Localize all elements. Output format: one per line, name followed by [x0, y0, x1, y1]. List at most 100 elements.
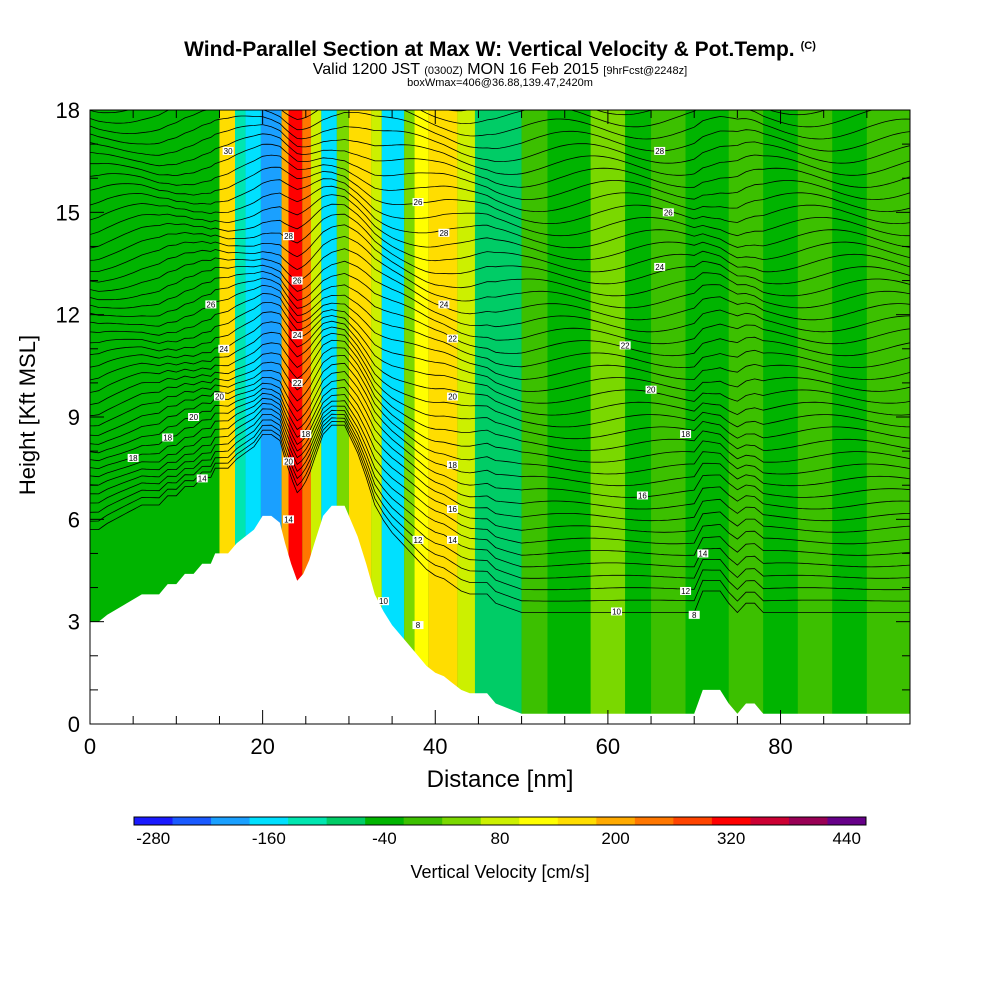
- velocity-band: [381, 110, 405, 724]
- velocity-band: [763, 110, 798, 724]
- forecast-info: [9hrFcst@2248z]: [603, 65, 688, 77]
- velocity-band: [797, 110, 833, 724]
- x-axis: 0 20 40 60 80: [84, 110, 868, 759]
- contour-label-bg: [377, 597, 389, 606]
- y-tick-label: 3: [68, 610, 80, 635]
- contour-label-bg: [688, 610, 700, 619]
- y-axis: 0 3 6 9 12 15 18: [56, 98, 910, 737]
- theta-contour-line: [90, 133, 910, 188]
- velocity-band: [521, 110, 548, 724]
- y-tick-label: 12: [56, 303, 80, 328]
- theta-contour-line: [90, 371, 910, 498]
- velocity-band: [474, 110, 522, 724]
- contour-label-bg: [645, 385, 657, 394]
- contour-label-bg: [196, 474, 208, 483]
- theta-contour-line: [90, 332, 910, 440]
- contour-label: 26: [293, 277, 302, 286]
- contour-label-bg: [680, 430, 692, 439]
- contour-label: 28: [655, 147, 664, 156]
- theta-contour-line: [90, 178, 910, 237]
- colorbar-tick-label: 320: [717, 829, 745, 848]
- theta-contour-line: [90, 110, 874, 128]
- contour-label: 10: [612, 607, 621, 616]
- theta-contour-line: [90, 235, 910, 309]
- theta-contour-line: [90, 302, 910, 392]
- contour-label-bg: [127, 453, 139, 462]
- theta-contour-line: [90, 284, 910, 369]
- theta-contour-line: [445, 110, 827, 116]
- colorbar-swatch: [211, 817, 251, 825]
- contour-label: 26: [206, 300, 215, 309]
- contour-label-bg: [162, 433, 174, 442]
- theta-contour-line: [90, 386, 910, 522]
- theta-contour-line: [90, 270, 910, 345]
- contour-label: 20: [284, 457, 293, 466]
- x-tick-label: 20: [250, 734, 274, 759]
- theta-contour-line: [90, 56, 910, 103]
- title-text: Wind-Parallel Section at Max W: Vertical…: [184, 38, 795, 61]
- colorbar-swatch: [365, 817, 405, 825]
- x-tick-label: 60: [596, 734, 620, 759]
- colorbar-tick-label: -40: [372, 829, 397, 848]
- colorbar-swatch: [249, 817, 289, 825]
- contour-label-bg: [412, 198, 424, 207]
- contour-label-bg: [619, 341, 631, 350]
- colorbar-swatch: [673, 817, 713, 825]
- contour-label-bg: [222, 146, 234, 155]
- colorbar-swatch: [326, 817, 366, 825]
- terrain: [90, 505, 910, 724]
- contour-label-bg: [283, 457, 295, 466]
- contour-label-bg: [636, 491, 648, 500]
- theta-contour-line: [90, 413, 910, 579]
- x-tick-label: 0: [84, 734, 96, 759]
- box-info: boxWmax=406@36.88,139.47,2420m: [407, 77, 593, 89]
- velocity-band: [414, 110, 429, 724]
- velocity-band: [371, 110, 382, 724]
- contour-label-bg: [213, 392, 225, 401]
- theta-contour-line: [90, 224, 910, 297]
- theta-contour-line: [90, 124, 910, 176]
- contour-label: 14: [698, 549, 707, 558]
- colorbar-swatch: [788, 817, 828, 825]
- velocity-band: [625, 110, 652, 724]
- contour-label-bg: [447, 392, 459, 401]
- theta-contour-line: [90, 409, 910, 568]
- theta-contour-line: [90, 405, 910, 556]
- colorbar-swatch: [827, 817, 867, 825]
- contour-label: 12: [681, 587, 690, 596]
- copyright-mark: (C): [800, 40, 816, 52]
- contour-label: 28: [284, 232, 293, 241]
- contour-label: 24: [219, 345, 228, 354]
- colorbar-frame: [133, 816, 867, 826]
- theta-contour-line: [90, 379, 910, 510]
- contour-label-bg: [300, 430, 312, 439]
- contour-label: 28: [439, 229, 448, 238]
- theta-contour-line: [90, 326, 910, 428]
- colorbar-swatch: [442, 817, 482, 825]
- velocity-band: [728, 110, 764, 724]
- contour-label-bg: [654, 262, 666, 271]
- contour-label: 24: [439, 300, 448, 309]
- contour-label-bg: [291, 276, 303, 285]
- velocity-band: [590, 110, 626, 724]
- colorbar: -280 -160 -40 80 200 320 440: [133, 816, 867, 848]
- theta-contour-line: [90, 166, 910, 225]
- x-tick-label: 80: [768, 734, 792, 759]
- contour-label: 14: [284, 515, 293, 524]
- theta-contour-line: [90, 421, 910, 602]
- contour-label: 12: [414, 536, 423, 545]
- colorbar-swatch: [480, 817, 520, 825]
- colorbar-swatch: [596, 817, 636, 825]
- contour-label-bg: [283, 232, 295, 241]
- theta-contour-line: [90, 110, 910, 140]
- theta-contour-line: [90, 203, 910, 273]
- contour-label: 14: [448, 536, 457, 545]
- contour-label-bg: [654, 146, 666, 155]
- contour-label: 8: [416, 621, 421, 630]
- contour-label: 16: [448, 505, 457, 514]
- theta-contour-line: [90, 260, 910, 333]
- chart-title: Wind-Parallel Section at Max W: Vertical…: [0, 38, 1000, 62]
- contour-label: 18: [129, 454, 138, 463]
- contour-label: 22: [621, 341, 630, 350]
- contour-label: 20: [215, 393, 224, 402]
